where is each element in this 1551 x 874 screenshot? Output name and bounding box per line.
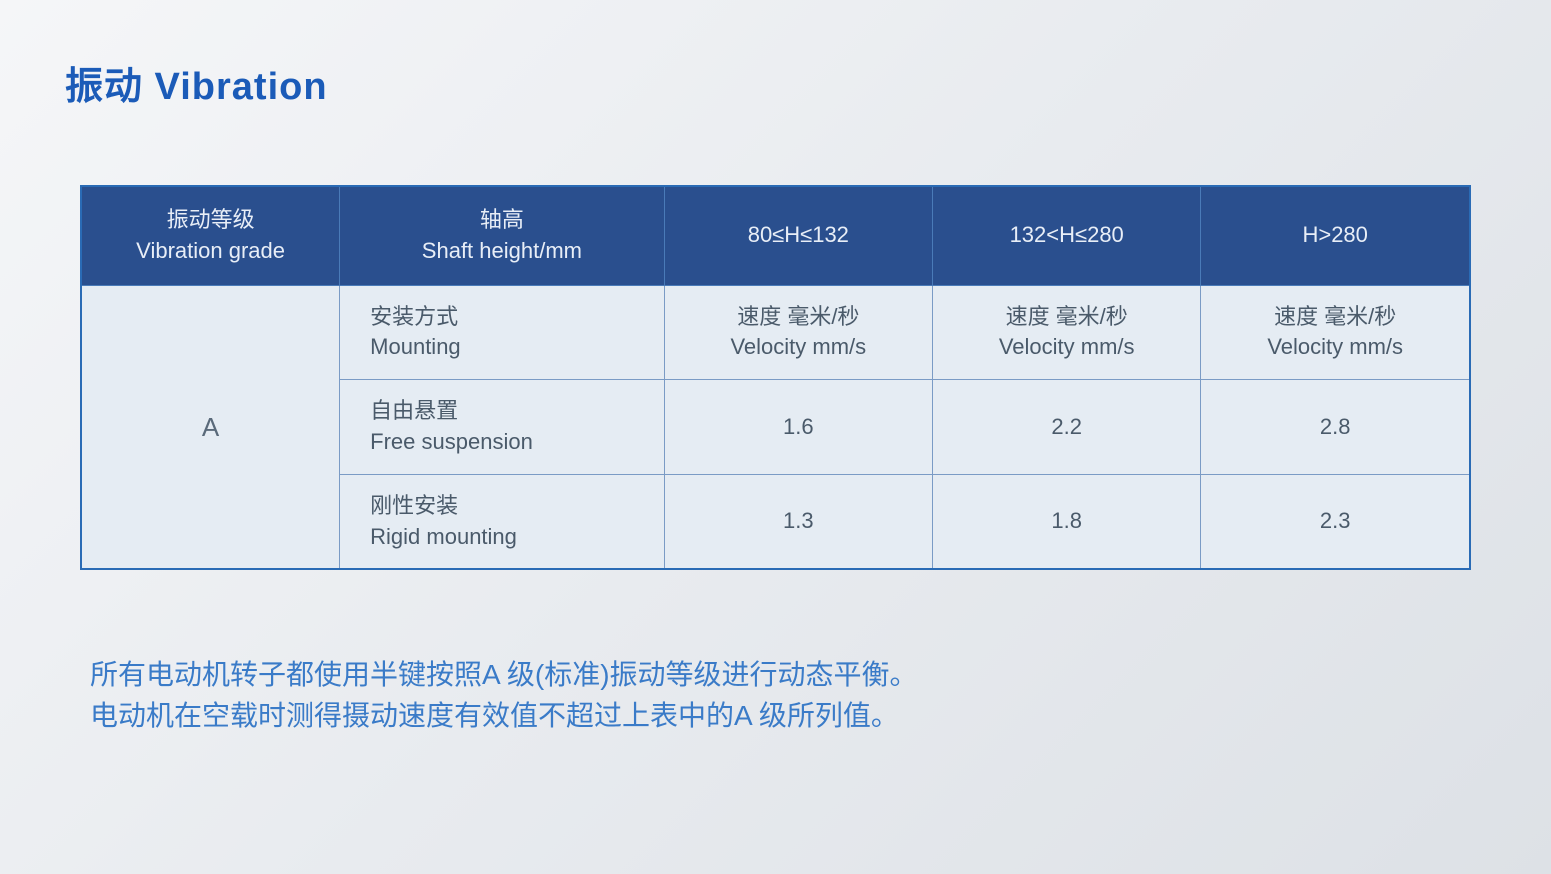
table-wrapper: 振动等级Vibration grade 轴高Shaft height/mm 80… [65,185,1486,570]
row-label-mounting: 安装方式Mounting [340,285,664,380]
cell-velocity-label-2: 速度 毫米/秒Velocity mm/s [933,285,1201,380]
row-label-free-suspension: 自由悬置Free suspension [340,380,664,475]
vibration-table: 振动等级Vibration grade 轴高Shaft height/mm 80… [80,185,1471,570]
notes-block: 所有电动机转子都使用半键按照A 级(标准)振动等级进行动态平衡。 电动机在空载时… [65,655,1486,736]
header-shaft-height: 轴高Shaft height/mm [340,186,664,285]
header-range-1: 80≤H≤132 [664,186,932,285]
cell-rigid-3: 2.3 [1201,474,1470,569]
page-title: 振动 Vibration [65,55,1486,110]
cell-free-1: 1.6 [664,380,932,475]
cell-rigid-2: 1.8 [933,474,1201,569]
table-header-row: 振动等级Vibration grade 轴高Shaft height/mm 80… [81,186,1470,285]
cell-velocity-label-1: 速度 毫米/秒Velocity mm/s [664,285,932,380]
cell-free-2: 2.2 [933,380,1201,475]
page-container: 振动 Vibration 振动等级Vibration grade 轴高Shaft… [0,0,1551,792]
header-vibration-grade: 振动等级Vibration grade [81,186,340,285]
header-range-3: H>280 [1201,186,1470,285]
grade-cell: A [81,285,340,569]
header-range-2: 132<H≤280 [933,186,1201,285]
note-line-2: 电动机在空载时测得摄动速度有效值不超过上表中的A 级所列值。 [90,696,1486,737]
note-line-1: 所有电动机转子都使用半键按照A 级(标准)振动等级进行动态平衡。 [90,655,1486,696]
table-row: A 安装方式Mounting 速度 毫米/秒Velocity mm/s 速度 毫… [81,285,1470,380]
cell-free-3: 2.8 [1201,380,1470,475]
cell-velocity-label-3: 速度 毫米/秒Velocity mm/s [1201,285,1470,380]
row-label-rigid-mounting: 刚性安装Rigid mounting [340,474,664,569]
cell-rigid-1: 1.3 [664,474,932,569]
